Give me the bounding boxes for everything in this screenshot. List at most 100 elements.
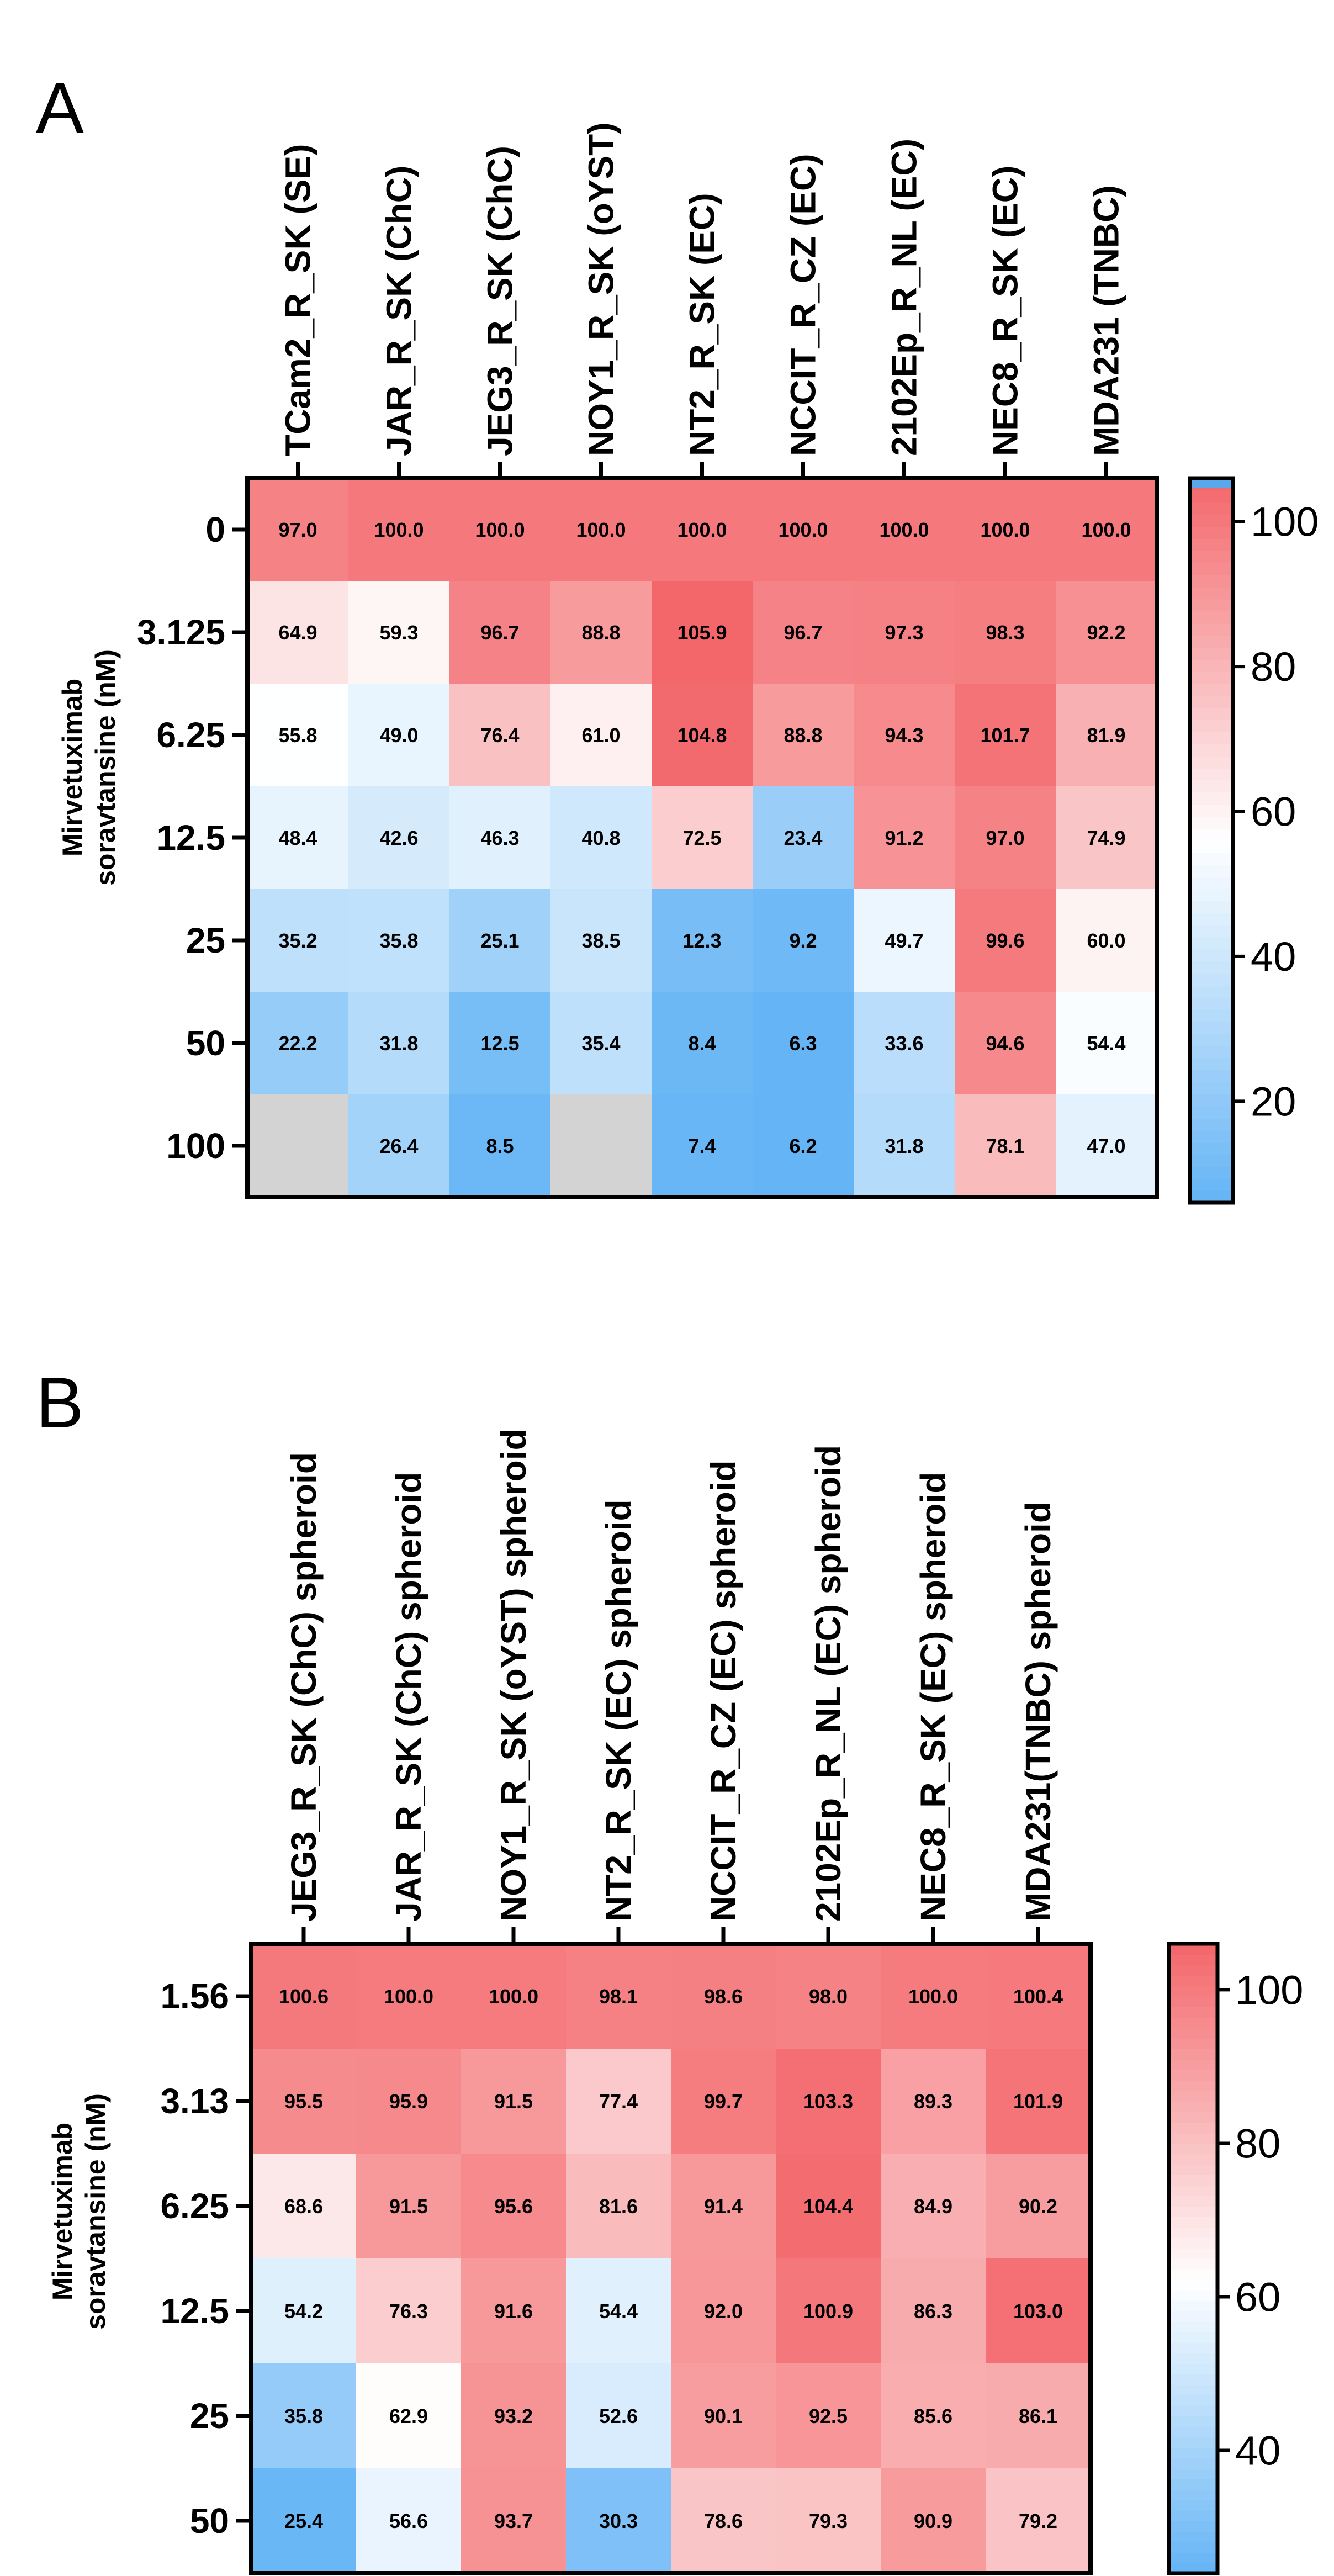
heatmap-cell	[449, 786, 551, 890]
heatmap-cell	[753, 889, 854, 992]
heatmap-cell	[550, 889, 652, 992]
column-label: JAR_R_SK (ChC)	[379, 166, 419, 456]
cell-value-label: 100.0	[374, 519, 424, 541]
cell-value-label: 56.6	[389, 2510, 428, 2532]
heatmap-cell	[247, 992, 349, 1095]
heatmap-cell	[348, 1094, 450, 1198]
cell-value-label: 101.9	[1013, 2090, 1063, 2113]
heatmap-cell	[652, 889, 753, 992]
cell-value-label: 78.1	[986, 1135, 1024, 1157]
heatmap-cell	[881, 1944, 986, 2049]
panel-label-b: B	[36, 1362, 84, 1443]
colorbar-segment	[1169, 2374, 1217, 2385]
colorbar-segment	[1190, 1057, 1233, 1071]
colorbar-segment	[1169, 1954, 1217, 1965]
heatmap-cell	[671, 2468, 776, 2574]
heatmap-cell	[753, 478, 854, 581]
cell-value-label: 93.7	[494, 2510, 533, 2532]
row-label: 50	[190, 2501, 229, 2541]
colorbar-segment	[1190, 563, 1233, 575]
colorbar-segment	[1190, 1094, 1233, 1107]
cell-value-label: 100.4	[1013, 1985, 1063, 2008]
cell-value-label: 8.5	[486, 1135, 514, 1157]
cell-value-label: 91.5	[494, 2090, 533, 2113]
cell-value-label: 76.4	[480, 724, 519, 747]
heatmap-cell	[753, 684, 854, 787]
heatmap-cell	[461, 2258, 567, 2364]
heatmap-cell	[652, 786, 753, 890]
colorbar-segment	[1169, 2500, 1217, 2511]
cell-value-label: 100.0	[576, 519, 626, 541]
heatmap-cell	[776, 2258, 881, 2364]
cell-value-label: 104.4	[803, 2195, 853, 2218]
heatmap-cell	[955, 992, 1056, 1095]
cell-value-label: 91.6	[494, 2300, 533, 2323]
colorbar-segment	[1169, 2122, 1217, 2133]
heatmap-cell	[854, 581, 955, 684]
column-label: NEC8_R_SK (EC) spheroid	[913, 1472, 953, 1922]
heatmap-panel-b: B 100.6 100.0 100.0 98.1 98.6 98.0 100.0 100.4 9…	[36, 1362, 1303, 2575]
colorbar-segment	[1190, 1106, 1233, 1119]
column-label: 2102Ep_R_NL (EC)	[885, 139, 924, 456]
colorbar-segment	[1169, 2531, 1217, 2542]
cell-value-label: 95.9	[389, 2090, 428, 2113]
heatmap-cell	[776, 2468, 881, 2574]
heatmap-cell	[671, 2258, 776, 2364]
colorbar-segment	[1190, 1070, 1233, 1083]
row-label: 50	[186, 1023, 225, 1063]
column-label: NEC8_R_SK (EC)	[986, 166, 1025, 456]
colorbar-segment	[1169, 2521, 1217, 2532]
heatmap-cell	[356, 2154, 462, 2259]
cell-value-label: 88.8	[784, 724, 822, 747]
colorbar-segment	[1190, 888, 1233, 902]
colorbar-segment	[1169, 2007, 1217, 2018]
colorbar-segment	[1190, 1191, 1233, 1203]
heatmap-cell	[550, 786, 652, 890]
cell-value-label: 100.0	[475, 519, 525, 541]
colorbar-segment	[1190, 949, 1233, 962]
row-label: 100	[166, 1126, 225, 1166]
cell-value-label: 35.2	[278, 929, 317, 952]
heatmap-cell	[671, 2154, 776, 2259]
heatmap-cells-a: 97.0 100.0 100.0 100.0 100.0 100.0 100.0 100.0 1…	[245, 476, 1159, 1199]
colorbar-segment	[1169, 2028, 1217, 2039]
heatmap-cell	[986, 2363, 1091, 2469]
heatmap-cell	[854, 478, 955, 581]
heatmap-cell	[1056, 889, 1157, 992]
y-axis-label-line2-b: soravtansine (nM)	[80, 2093, 111, 2330]
heatmap-cell	[247, 889, 349, 992]
colorbar-segment	[1169, 2206, 1217, 2217]
colorbar-segment	[1190, 1082, 1233, 1094]
heatmap-cell	[251, 2154, 357, 2259]
colorbar-segment	[1190, 816, 1233, 829]
colorbar-segment	[1190, 514, 1233, 527]
cell-value-label: 30.3	[599, 2510, 638, 2532]
heatmap-cell	[566, 2258, 671, 2364]
colorbar-segment	[1190, 551, 1233, 563]
heatmap-cell	[251, 2049, 357, 2154]
row-label: 6.25	[160, 2186, 229, 2226]
colorbar-segment	[1169, 2238, 1217, 2249]
cell-value-label: 88.8	[581, 621, 620, 644]
heatmap-cell	[1056, 786, 1157, 890]
cell-value-label: 68.6	[284, 2195, 323, 2218]
cell-value-label: 94.3	[885, 724, 923, 747]
heatmap-cell	[461, 2468, 567, 2574]
colorbar-segment	[1169, 2112, 1217, 2123]
cell-value-label: 98.6	[704, 1985, 743, 2008]
heatmap-cell	[986, 2468, 1091, 2574]
heatmap-cell	[247, 684, 349, 787]
cell-value-label: 92.0	[704, 2300, 743, 2323]
heatmap-cell	[247, 786, 349, 890]
cell-value-label: 8.4	[688, 1032, 716, 1055]
colorbar-a: 20 40 60 80 100	[1188, 476, 1319, 1205]
colorbar-segment	[1190, 1130, 1233, 1143]
colorbar-segment	[1190, 502, 1233, 515]
heatmap-cell	[1056, 684, 1157, 787]
colorbar-segment	[1190, 1022, 1233, 1034]
heatmap-panel-a: A 97.0 100.0 100.0 100.0 100.0 100.0 100.0 100.…	[36, 67, 1319, 1205]
colorbar-segment	[1169, 2426, 1217, 2437]
cell-value-label: 103.3	[803, 2090, 853, 2113]
cell-value-label: 100.9	[803, 2300, 853, 2323]
row-label: 3.13	[160, 2081, 229, 2121]
